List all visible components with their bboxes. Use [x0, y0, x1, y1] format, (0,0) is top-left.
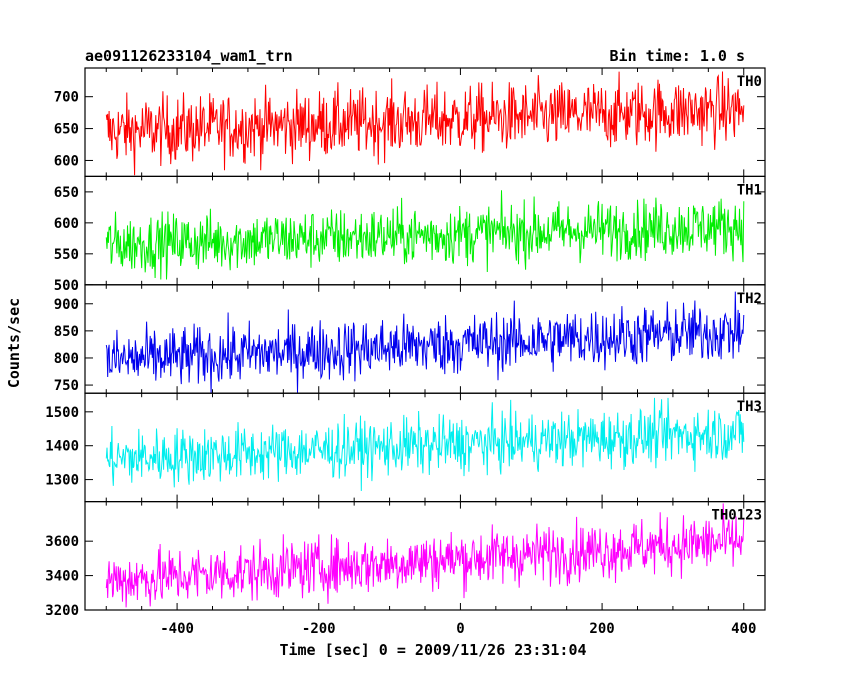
panel-frame: [84, 284, 766, 394]
y-tick-label: 500: [54, 278, 79, 294]
panel-name-label: TH1: [737, 182, 762, 198]
y-tick-label: 550: [54, 247, 79, 263]
x-tick-label: 0: [456, 621, 464, 637]
y-tick-label: 750: [54, 378, 79, 394]
y-tick-label: 1500: [45, 405, 79, 421]
y-tick-label: 800: [54, 351, 79, 367]
y-tick-label: 3200: [45, 603, 79, 619]
y-tick-label: 700: [54, 90, 79, 106]
y-tick-label: 900: [54, 297, 79, 313]
panel-name-label: TH0: [737, 74, 762, 90]
panel-th0: 600 650 700 TH0: [54, 67, 766, 178]
panel-name-label: TH2: [737, 291, 762, 307]
y-tick-label: 650: [54, 122, 79, 138]
x-tick-label: -200: [302, 621, 336, 637]
y-tick-label: 600: [54, 153, 79, 169]
y-axis-label: Counts/sec: [5, 298, 23, 388]
y-tick-label: 3400: [45, 569, 79, 585]
y-tick-label: 3600: [45, 534, 79, 550]
x-axis: -400 -200 0 200 400: [160, 621, 756, 637]
panel-th2: 750 800 850 900 TH2: [54, 284, 766, 394]
y-tick-label: 600: [54, 216, 79, 232]
y-tick-label: 850: [54, 324, 79, 340]
file-label: ae091126233104_wam1_trn: [85, 47, 293, 65]
series-line-th1: [105, 190, 745, 280]
x-tick-label: -400: [160, 621, 194, 637]
x-tick-label: 200: [589, 621, 614, 637]
y-tick-label: 650: [54, 185, 79, 201]
series-line-th2: [105, 291, 745, 394]
bin-time-label: Bin time: 1.0 s: [610, 47, 745, 65]
panel-th1: 500 550 600 650 TH1: [54, 175, 766, 294]
panel-th3: 1300 1400 1500 TH3: [45, 392, 766, 503]
series-line-th3: [105, 397, 745, 492]
panels: 600 650 700 TH0 500 550 600 650 TH1 750 800 850 900 T…: [45, 67, 766, 619]
x-axis-label: Time [sec] 0 = 2009/11/26 23:31:04: [279, 641, 586, 659]
y-tick-label: 1300: [45, 473, 79, 489]
series-line-th0123: [105, 503, 745, 608]
panel-th0123: 3200 3400 3600 TH0123: [45, 501, 766, 619]
series-line-th0: [105, 71, 745, 176]
x-tick-label: 400: [731, 621, 756, 637]
y-tick-label: 1400: [45, 439, 79, 455]
panel-name-label: TH3: [737, 399, 762, 415]
panel-name-label: TH0123: [711, 508, 762, 524]
